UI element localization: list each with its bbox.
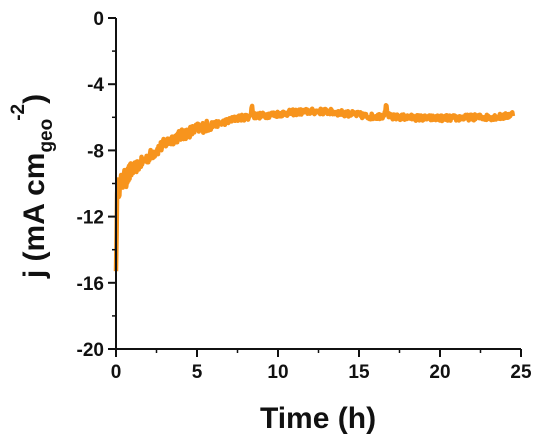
y-tick-label: -4 xyxy=(87,75,104,96)
x-tick-label: 25 xyxy=(510,362,532,383)
y-axis-title-superscript: -2 xyxy=(8,104,29,121)
y-axis-title-subscript: geo xyxy=(36,119,57,153)
y-tick-label: -16 xyxy=(77,274,104,295)
y-tick-label: -20 xyxy=(77,340,104,361)
y-tick-label: -8 xyxy=(87,141,104,162)
x-tick-label: 0 xyxy=(111,362,122,383)
x-tick-label: 15 xyxy=(348,362,370,383)
x-tick-label: 10 xyxy=(267,362,288,383)
x-tick-label: 5 xyxy=(192,362,203,383)
axes: 0 -4 -8 -12 -16 -20 0 5 10 15 20 25 xyxy=(77,9,532,383)
y-axis-title: j (mA cmgeo -2) xyxy=(8,94,57,279)
series-line xyxy=(113,103,516,272)
y-tick-label: -12 xyxy=(77,208,104,229)
y-axis-title-main: j (mA cm xyxy=(18,153,51,280)
plot-area xyxy=(113,103,516,272)
x-tick-label: 20 xyxy=(429,362,450,383)
y-tick-label: 0 xyxy=(93,9,104,30)
x-axis-title: Time (h) xyxy=(260,402,376,435)
y-axis-title-suffix: ) xyxy=(18,94,51,104)
